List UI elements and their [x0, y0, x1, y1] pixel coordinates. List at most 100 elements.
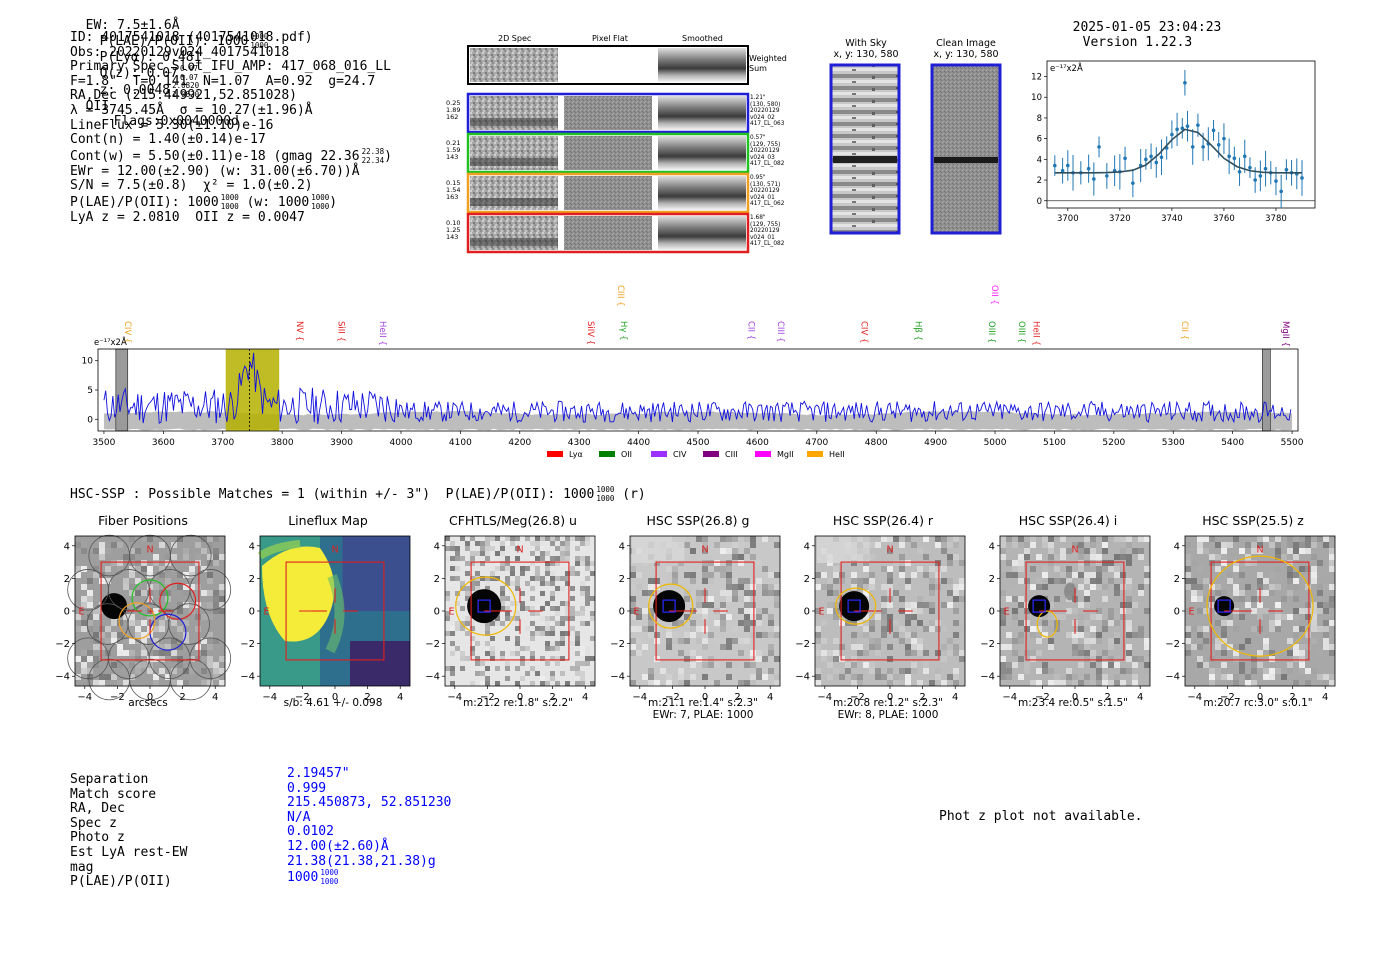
spec2d-row-trace	[470, 118, 558, 126]
fit-data-point	[1237, 169, 1242, 174]
cutout-pixel	[714, 542, 720, 548]
cutout-pixel	[580, 661, 585, 666]
cutout-pixel	[1000, 668, 1006, 674]
cutout-pixel	[585, 576, 590, 581]
cutout-pixel	[941, 542, 947, 548]
cutout-pixel	[450, 541, 455, 546]
cutout-pixel	[1048, 536, 1054, 542]
spec2d-weighted-sum: Weighted Sum	[749, 54, 787, 74]
cutout-pixel	[111, 674, 117, 680]
cutout-xtick-label: 2	[1104, 692, 1110, 703]
cutout-pixel	[1269, 656, 1275, 662]
cutout-pixel	[580, 651, 585, 656]
cutout-pixel	[726, 674, 732, 680]
cutout-pixel	[1120, 608, 1126, 614]
cutout-pixel	[1066, 572, 1072, 578]
cutout-pixel	[207, 680, 213, 686]
cutout-pixel	[1239, 596, 1245, 602]
cutout-pixel	[935, 536, 941, 542]
cutout-pixel	[540, 551, 545, 556]
row-r3: 20220129	[750, 188, 780, 194]
fit-xtick-label: 3780	[1265, 214, 1287, 224]
cutout-pixel	[495, 681, 500, 686]
cutout-pixel	[465, 596, 470, 601]
cutout-pixel	[1054, 680, 1060, 686]
cutout-pixel	[666, 644, 672, 650]
cutout-pixel	[1329, 680, 1335, 686]
source-blob	[1028, 595, 1051, 618]
info-plae-hi: 1000	[220, 192, 239, 202]
cutout-pixel	[159, 620, 165, 626]
cutout-pixel	[105, 674, 111, 680]
cutout-pixel	[1299, 626, 1305, 632]
cutout-pixel	[123, 560, 129, 566]
cutout-pixel	[857, 680, 863, 686]
cutout-pixel	[575, 651, 580, 656]
cutout-pixel	[1126, 620, 1132, 626]
fit-data-point	[1060, 168, 1065, 173]
cutout-pixel	[702, 566, 708, 572]
cutout-pixel	[1209, 668, 1215, 674]
cutout-pixel	[1251, 668, 1257, 674]
cutout-pixel	[750, 662, 756, 668]
cutout-pixel	[1006, 620, 1012, 626]
cutout-pixel	[899, 674, 905, 680]
cutout-pixel	[642, 674, 648, 680]
cutout-pixel	[535, 576, 540, 581]
cutout-pixel	[470, 646, 475, 651]
cutout-pixel	[490, 636, 495, 641]
cutout-pixel	[1006, 632, 1012, 638]
cutout-pixel	[827, 674, 833, 680]
cutout-pixel	[1299, 656, 1305, 662]
cutout-pixel	[195, 542, 201, 548]
cutout-pixel	[1108, 638, 1114, 644]
fit-data-point	[1123, 156, 1127, 161]
cutout-pixel	[480, 546, 485, 551]
spectral-line-marker: CII {	[746, 321, 756, 340]
cutout-pixel	[1048, 554, 1054, 560]
cutout-pixel	[153, 608, 159, 614]
cutout-pixel	[756, 578, 762, 584]
cutout-pixel	[1006, 548, 1012, 554]
cutout-pixel	[726, 566, 732, 572]
cutout-pixel	[99, 644, 105, 650]
cutout-pixel	[1120, 680, 1126, 686]
cutout-pixel	[1078, 614, 1084, 620]
cutout-pixel	[839, 572, 845, 578]
cutout-pixel	[1239, 560, 1245, 566]
cutout-pixel	[1084, 632, 1090, 638]
cutout-pixel	[762, 662, 768, 668]
cutout-xtick-label: −2	[1035, 692, 1050, 703]
cutout-pixel	[1215, 542, 1221, 548]
cutout-pixel	[744, 590, 750, 596]
match-labels: Separation Match score RA, Dec Spec z Ph…	[70, 772, 187, 890]
spec2d-row-smoothed	[658, 216, 746, 250]
cutout-pixel	[1287, 536, 1293, 542]
cutout-pixel	[1185, 572, 1191, 578]
cutout-pixel	[1251, 542, 1257, 548]
cutout-pixel	[1024, 626, 1030, 632]
cutout-pixel	[485, 586, 490, 591]
cutout-pixel	[1209, 578, 1215, 584]
info-line: LineFlux = 5.30(±1.10)e-16	[70, 117, 274, 133]
header-plae: P(LAE)/P(OII): 1000	[99, 34, 249, 49]
cutout-pixel	[207, 662, 213, 668]
fit-data-point	[1227, 154, 1231, 159]
cutout-pixel	[580, 546, 585, 551]
cutout-pixel	[1251, 608, 1257, 614]
cutout-pixel	[881, 566, 887, 572]
cutout-pixel	[560, 576, 565, 581]
cutout-pixel	[1078, 650, 1084, 656]
cutout-pixel	[690, 548, 696, 554]
cutout-pixel	[762, 584, 768, 590]
cutout-pixel	[565, 616, 570, 621]
cutout-pixel	[201, 650, 207, 656]
cutout-pixel	[1305, 548, 1311, 554]
cutout-pixel	[720, 626, 726, 632]
cutout-pixel	[575, 636, 580, 641]
cutout-pixel	[1018, 596, 1024, 602]
cutout-pixel	[159, 572, 165, 578]
cutout-pixel	[201, 536, 207, 542]
legend-swatch	[599, 451, 615, 457]
cutout-ytick-label: 4	[434, 541, 440, 552]
